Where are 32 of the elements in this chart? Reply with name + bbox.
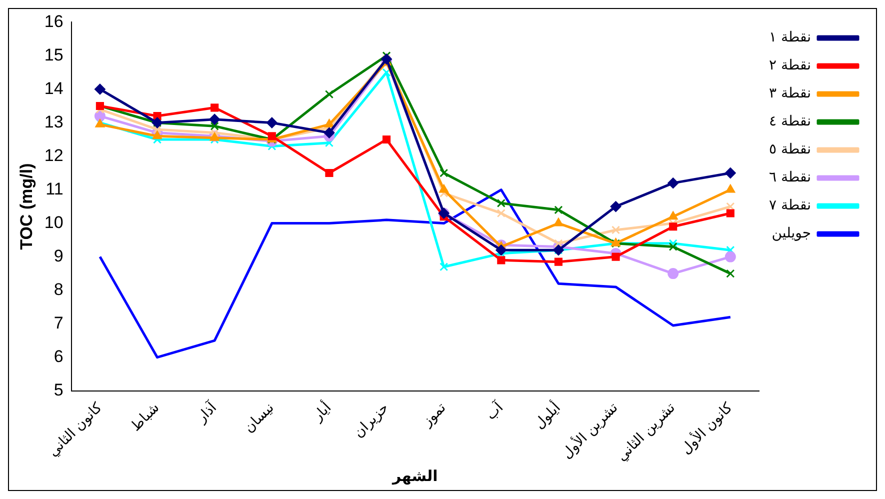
y-tick-label: 13 <box>44 112 64 132</box>
legend-label: نقطة ١ <box>769 30 811 46</box>
y-tick-label: 9 <box>54 246 64 266</box>
x-tick-label: نيسان <box>241 400 278 436</box>
legend-label: نقطة ٤ <box>769 114 811 130</box>
legend-label: نقطة ٣ <box>769 86 811 102</box>
x-tick-label: أيار <box>308 398 335 426</box>
x-tick-label: كانون الثاني <box>45 400 106 460</box>
y-tick-label: 8 <box>54 280 64 299</box>
x-tick-label: أيلول <box>530 398 564 432</box>
x-tick-label: شباط <box>128 400 163 435</box>
y-axis-title: TOC (mg/l) <box>16 163 36 250</box>
legend-label: نقطة ٥ <box>769 142 811 158</box>
x-tick-label: تموز <box>418 400 450 430</box>
y-tick-label: 7 <box>54 314 64 333</box>
legend-label: نقطة ٢ <box>769 58 811 74</box>
y-tick-label: 12 <box>44 146 64 165</box>
x-axis-title: الشهر <box>392 466 438 485</box>
y-tick-label: 16 <box>44 12 64 31</box>
y-tick-label: 10 <box>44 212 64 232</box>
x-tick-label: آب <box>482 398 508 424</box>
y-tick-label: 6 <box>54 347 64 366</box>
legend-label: نقطة ٧ <box>769 198 811 214</box>
x-tick-label: حزيران <box>350 400 392 442</box>
y-tick-label: 14 <box>44 78 64 98</box>
x-tick-label: آذار <box>192 398 221 427</box>
legend-label: جويلين <box>772 226 811 242</box>
x-tick-label: كانون الأول <box>676 398 736 458</box>
legend-label: نقطة ٦ <box>769 170 811 186</box>
y-tick-label: 15 <box>44 45 64 64</box>
y-tick-label: 5 <box>54 380 64 400</box>
y-tick-label: 11 <box>46 179 64 198</box>
